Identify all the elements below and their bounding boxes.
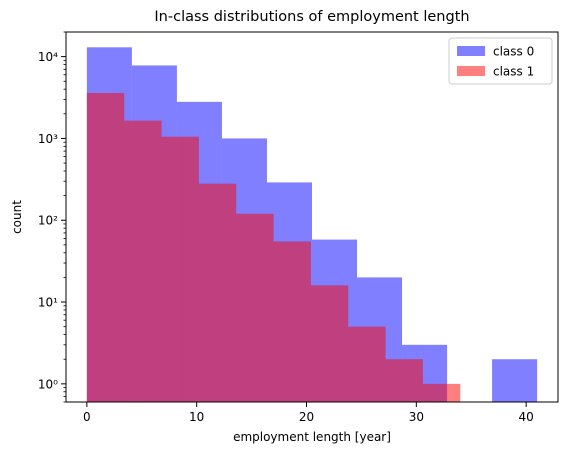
chart-title: In-class distributions of employment len… [154,9,469,25]
bar-class-1-bin-7 [348,326,386,402]
y-tick-label: 10² [38,214,58,228]
x-axis-label: employment length [year] [233,430,391,444]
bar-class-1-bin-3 [198,183,237,402]
bar-class-1-bin-1 [124,120,162,402]
bar-class-1-bin-2 [161,136,199,402]
x-tick-label: 0 [83,410,91,424]
x-tick-label: 10 [189,410,204,424]
bar-class-1-bin-6 [310,285,349,402]
x-tick-label: 40 [519,410,534,424]
x-tick-label: 20 [299,410,314,424]
legend: class 0 class 1 [448,37,553,85]
legend-swatch-class-1 [457,66,485,76]
y-tick-label: 10⁴ [38,50,58,64]
y-axis: 10⁰ 10¹ 10² 10³ 10⁴ [38,31,66,403]
bar-class-1-bin-9 [422,383,461,402]
legend-label-class-0: class 0 [493,45,534,59]
y-tick-label: 10⁰ [38,377,58,391]
bar-class-1-bin-8 [385,359,423,402]
legend-label-class-1: class 1 [493,65,534,79]
bars-layer [86,47,538,403]
x-axis: 0 10 20 30 40 [83,402,534,424]
y-axis-label: count [10,200,24,234]
plot-frame [65,31,559,403]
bar-class-1-bin-5 [273,241,311,402]
y-tick-label: 10³ [38,132,58,146]
y-tick-label: 10¹ [38,296,58,310]
legend-swatch-class-0 [457,46,485,56]
bar-class-0-bin-9 [492,359,538,402]
bar-class-1-bin-0 [86,92,125,403]
x-tick-label: 30 [409,410,424,424]
bar-class-1-bin-4 [236,213,274,402]
